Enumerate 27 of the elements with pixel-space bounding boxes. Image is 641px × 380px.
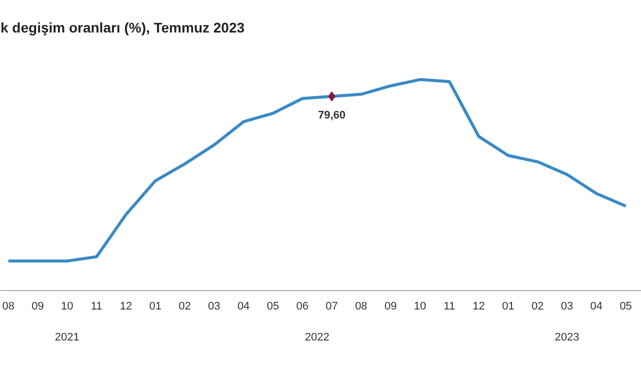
- x-tick-label: 09: [384, 300, 397, 312]
- x-tick-label: 04: [237, 300, 250, 312]
- text: 2021: [54, 332, 80, 344]
- chart-title: k degişim oranları (%), Temmuz 2023: [0, 20, 245, 36]
- x-tick-label: 10: [414, 300, 426, 312]
- x-tick-label: 06: [296, 300, 309, 312]
- x-tick-label: 05: [266, 300, 280, 312]
- x-tick-label: 11: [444, 300, 456, 312]
- x-tick-label: 12: [472, 300, 485, 312]
- text: 2023: [554, 332, 580, 344]
- x-tick-label: 03: [208, 300, 220, 312]
- text: 2022: [304, 332, 330, 344]
- x-tick-label: 07: [326, 300, 338, 312]
- x-tick-label: 04: [590, 300, 603, 312]
- annotation: 79,60: [318, 109, 346, 122]
- x-tick-label: 08: [2, 300, 14, 312]
- x-tick-label: 02: [178, 300, 191, 312]
- x-tick-label: 12: [120, 300, 132, 312]
- x-tick-label: 01: [149, 300, 162, 312]
- x-tick-label: 10: [61, 300, 74, 312]
- x-tick-label: 02: [531, 300, 544, 312]
- x-tick-label: 09: [32, 300, 44, 312]
- x-tick-label: 03: [560, 300, 574, 312]
- x-tick-label: 01: [502, 300, 514, 312]
- x-tick-label: 11: [90, 300, 102, 312]
- x-tick-label: 08: [355, 300, 368, 312]
- x-tick-label: 05: [620, 300, 632, 312]
